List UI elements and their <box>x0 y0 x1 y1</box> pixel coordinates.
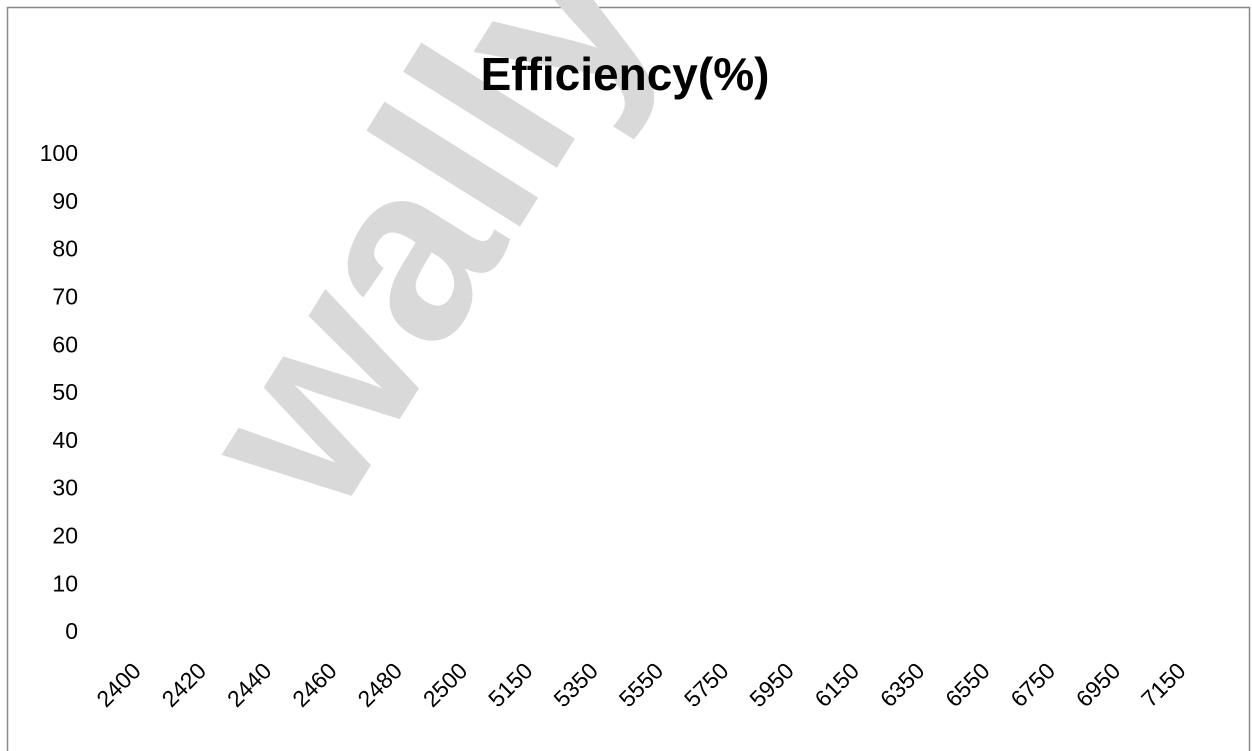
y-tick-label: 40 <box>52 427 78 453</box>
y-tick-label: 70 <box>52 283 78 309</box>
y-tick-label: 20 <box>52 522 78 548</box>
chart-title: Efficiency(%) <box>481 48 770 100</box>
y-tick-label: 10 <box>52 570 78 596</box>
y-tick-label: 30 <box>52 475 78 501</box>
y-tick-label: 50 <box>52 379 78 405</box>
y-tick-label: 90 <box>52 188 78 214</box>
y-tick-label: 0 <box>65 618 78 644</box>
y-tick-label: 60 <box>52 331 78 357</box>
chart-frame <box>6 6 1251 751</box>
y-tick-label: 80 <box>52 236 78 262</box>
y-tick-label: 100 <box>40 140 78 166</box>
